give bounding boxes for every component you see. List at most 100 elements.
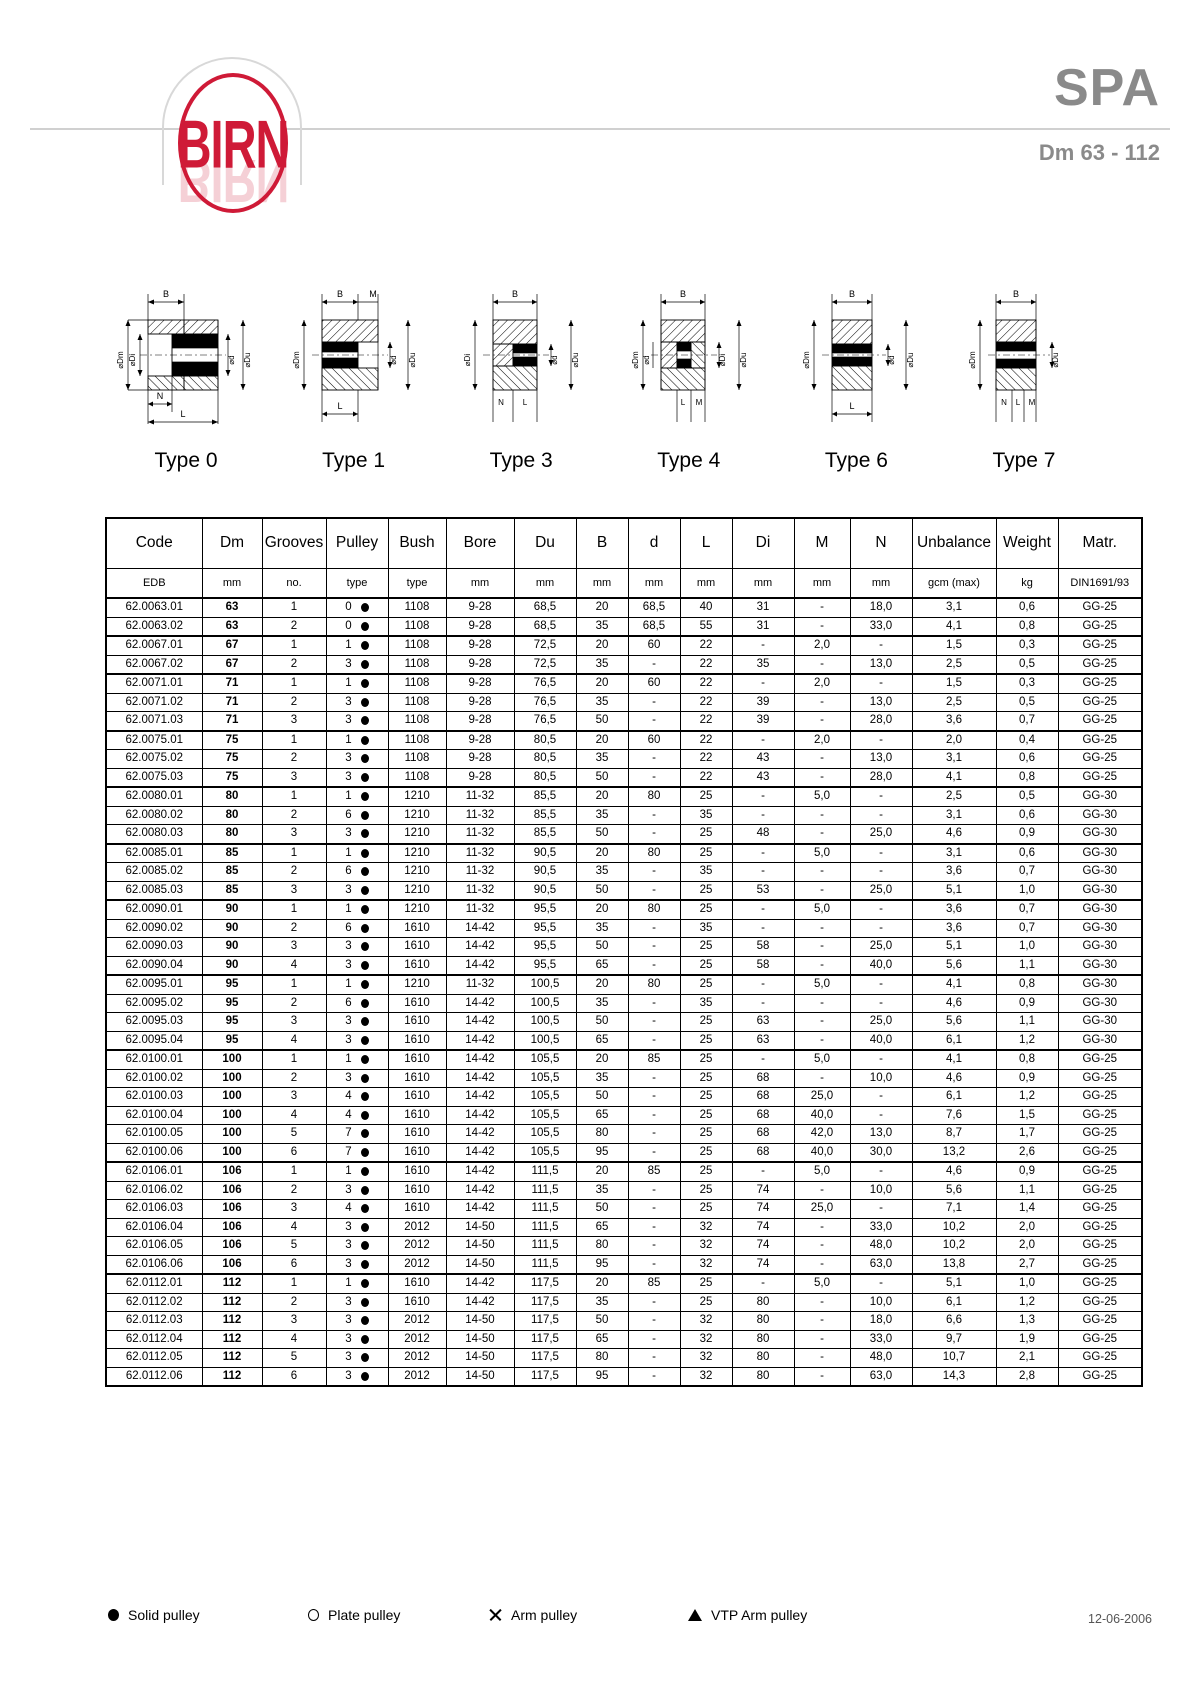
cell-pulley: 1 [325,673,389,694]
unit-bush: type [387,567,447,599]
cell-m: 25,0 [793,1199,851,1219]
cell-d: - [627,937,681,957]
cell-n: - [849,729,913,750]
cell-grooves: 3 [261,1311,327,1331]
cell-code: 62.0100.02 [105,1068,203,1088]
solid-circle-icon [360,659,369,669]
cell-b: 35 [575,918,629,938]
cell-unbalance: 7,1 [911,1199,997,1219]
cell-d: - [627,993,681,1013]
table-row: 62.0106.05 106 5 3 2012 14-50 111,5 80-32 74-48,… [105,1236,1143,1256]
cell-bush: 1610 [387,1012,447,1032]
cell-grooves: 3 [261,711,327,731]
cell-n: 13,0 [849,1124,913,1144]
cell-m: 2,0 [793,729,851,750]
cell-l: 35 [679,862,733,882]
cell-matr: GG-25 [1057,711,1143,731]
cell-unbalance: 3,1 [911,842,997,863]
cell-bush: 1108 [387,729,447,750]
cell-b: 20 [575,1273,629,1294]
pulley-type-value: 1 [345,1277,352,1289]
unit-dm: mm [201,567,263,599]
cell-di: - [731,673,795,694]
cell-pulley: 0 [325,597,389,618]
cell-m: 5,0 [793,974,851,995]
legend-label: VTP Arm pulley [711,1607,808,1623]
cell-unbalance: 5,1 [911,880,997,901]
figure-type-4: B ⌀Dm ⌀d [613,272,765,473]
cell-matr: GG-30 [1057,918,1143,938]
unit-bore: mm [445,567,515,599]
solid-circle-icon [360,1185,369,1195]
cell-code: 62.0112.03 [105,1311,203,1331]
svg-text:L: L [850,401,855,411]
cell-dm: 80 [201,805,263,825]
unit-weight: kg [995,567,1059,599]
col-header-n: N [849,517,913,569]
cell-du: 105,5 [513,1124,577,1144]
cell-bore: 14-50 [445,1236,515,1256]
solid-circle-icon [360,848,369,858]
pulley-type-value: 7 [345,1127,352,1139]
pulley-type-value: 6 [345,808,352,821]
cell-bore: 9-28 [445,749,515,769]
cell-di: - [731,974,795,995]
col-header-du: Du [513,517,577,569]
table-row: 62.0100.04 100 4 4 1610 14-42 105,5 65-25 68 40,0… [105,1105,1143,1125]
solid-circle-icon [360,1241,369,1251]
specifications-table-wrapper: Code Dm Grooves Pulley Bush Bore Du B d … [105,517,1143,1387]
cell-b: 20 [575,899,629,920]
cell-b: 35 [575,1180,629,1200]
svg-text:L: L [180,409,185,419]
cell-weight: 0,7 [995,862,1059,882]
cell-weight: 0,8 [995,616,1059,637]
cell-l: 22 [679,654,733,675]
type-4-drawing: B ⌀Dm ⌀d [631,289,748,422]
cell-n: 25,0 [849,880,913,901]
solid-circle-icon [360,603,369,613]
cell-d: 68,5 [627,597,681,618]
pulley-type-value: 3 [345,1332,352,1345]
cell-unbalance: 9,7 [911,1329,997,1349]
svg-text:⌀Di: ⌀Di [463,354,472,367]
cell-grooves: 3 [261,937,327,957]
cell-grooves: 4 [261,1105,327,1125]
svg-text:⌀Du: ⌀Du [571,352,580,367]
svg-text:N: N [1001,398,1007,407]
cell-code: 62.0095.04 [105,1030,203,1051]
pulley-type-value: 3 [345,1351,352,1363]
specifications-table: Code Dm Grooves Pulley Bush Bore Du B d … [105,517,1143,1387]
cell-bush: 1210 [387,862,447,882]
cell-di: - [731,805,795,825]
pulley-type-value: 3 [345,1015,352,1027]
cell-code: 62.0075.03 [105,767,203,788]
cell-pulley: 4 [325,1087,389,1107]
cell-b: 35 [575,692,629,712]
cell-grooves: 4 [261,1030,327,1051]
cell-weight: 0,3 [995,635,1059,656]
cell-d: 60 [627,673,681,694]
cell-weight: 0,9 [995,1161,1059,1182]
cell-grooves: 2 [261,749,327,769]
pulley-type-value: 3 [345,1071,352,1084]
cell-dm: 63 [201,616,263,637]
cell-grooves: 2 [261,1068,327,1088]
cell-l: 25 [679,1273,733,1294]
table-row: 62.0063.01 63 1 0 1108 9-28 68,5 20 68,5 40 31-18,… [105,597,1143,618]
figure-caption: Type 3 [489,449,553,472]
cell-matr: GG-25 [1057,729,1143,750]
cell-d: 68,5 [627,616,681,637]
cell-d: - [627,1180,681,1200]
cell-b: 35 [575,616,629,637]
cell-m: 40,0 [793,1142,851,1163]
cell-m: - [793,767,851,788]
cell-l: 25 [679,1105,733,1125]
cell-code: 62.0080.02 [105,805,203,825]
cell-grooves: 1 [261,786,327,807]
cell-l: 55 [679,616,733,637]
unit-l: mm [679,567,733,599]
cell-n: 48,0 [849,1348,913,1368]
pulley-type-value: 1 [345,846,352,859]
pulley-type-value: 6 [345,921,352,934]
cell-du: 117,5 [513,1366,577,1387]
